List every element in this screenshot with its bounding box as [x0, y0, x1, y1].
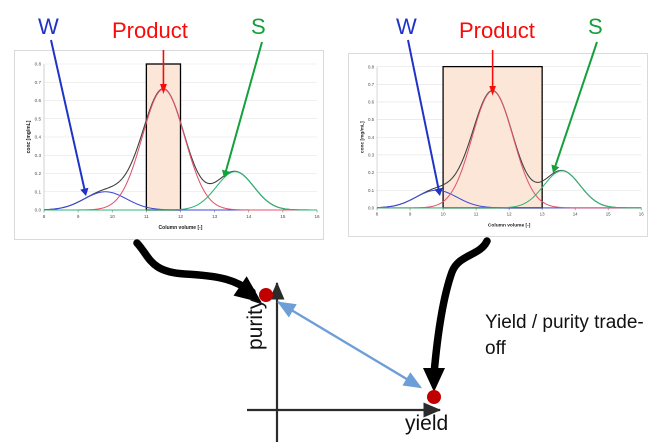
x-axis-title: Column volume [-]: [159, 225, 203, 231]
tradeoff-point-narrow-cut[interactable]: [259, 288, 273, 302]
x-tick-label: 14: [573, 212, 578, 217]
tradeoff-axes: [247, 281, 442, 442]
y-tick-label: 0.6: [35, 98, 42, 103]
tradeoff-ylabel: purity: [244, 298, 267, 350]
x-tick-label: 13: [540, 212, 545, 217]
product-annotation-arrow-head: [160, 84, 167, 94]
curve-strong-impurity: [44, 171, 317, 211]
chromatogram-narrow-cut: 0.0 0.1 0.2 0.3 0.4 0.5 0.6 0.7 0.8 8 9 10 11 12 13 14 1…: [14, 32, 324, 240]
y-tick-label: 0.7: [368, 82, 375, 87]
product-annotation-arrow-head: [489, 85, 496, 96]
y-tick-label: 0.4: [35, 135, 42, 140]
tradeoff-point-wide-cut[interactable]: [427, 390, 441, 404]
plot-area-narrow: 0.0 0.1 0.2 0.3 0.4 0.5 0.6 0.7 0.8 8 9 10 11 12 13 14 1…: [14, 32, 324, 240]
tradeoff-connector-arrow: [277, 300, 423, 389]
annotation-arrow-W-right-shaft: [407, 39, 440, 190]
x-tick-label: 14: [246, 214, 252, 219]
y-tick-label: 0.3: [35, 153, 42, 158]
y-tick-label: 0.3: [368, 153, 375, 158]
y-tick-label: 0.7: [35, 80, 42, 85]
label-weak-impurity-right: W: [396, 14, 417, 39]
x-tick-label: 16: [639, 212, 644, 217]
y-tick-label: 0.1: [368, 188, 375, 193]
x-tick-label: 12: [507, 212, 512, 217]
y-tick-label: 0.2: [368, 170, 375, 175]
annotation-arrow-W-right-head: [434, 187, 443, 196]
y-tick-label: 0.5: [35, 116, 42, 121]
y-tick-label: 0.8: [35, 62, 42, 67]
annotation-arrow-S-left-head: [221, 169, 231, 178]
x-tick-label: 15: [280, 214, 286, 219]
label-strong-impurity-left: S: [251, 14, 266, 39]
x-tick-label: 11: [474, 212, 479, 217]
label-strong-impurity-right: S: [588, 14, 603, 39]
y-tick-label: 0.6: [368, 100, 375, 105]
x-tick-label: 13: [212, 214, 218, 219]
label-product-right: Product: [459, 18, 535, 43]
x-tick-label: 9: [409, 212, 412, 217]
chart-svg-wide: 0.0 0.1 0.2 0.3 0.4 0.5 0.6 0.7 0.8 8 9 10 11 12 13 14 1…: [348, 35, 648, 237]
annotation-arrow-W-left-shaft: [50, 39, 86, 190]
annotation-arrow-S-left-shaft: [224, 41, 263, 172]
x-tick-label: 9: [77, 214, 80, 219]
flow-arrow-right: [423, 237, 491, 392]
y-tick-label: 0.4: [368, 135, 375, 140]
y-axis-title: conc [mg/mL]: [359, 121, 365, 153]
x-tick-label: 10: [441, 212, 446, 217]
x-tick-label: 15: [606, 212, 611, 217]
tradeoff-xlabel: yield: [405, 412, 449, 435]
label-weak-impurity-left: W: [38, 14, 59, 39]
label-product-left: Product: [112, 18, 188, 43]
x-tick-label: 8: [43, 214, 46, 219]
flow-arrow-left: [133, 239, 262, 303]
y-tick-label: 0.1: [35, 189, 42, 194]
chromatogram-wide-cut: 0.0 0.1 0.2 0.3 0.4 0.5 0.6 0.7 0.8 8 9 10 11 12 13 14 1…: [348, 35, 648, 240]
chart-svg-narrow: 0.0 0.1 0.2 0.3 0.4 0.5 0.6 0.7 0.8 8 9 10 11 12 13 14 1…: [14, 32, 324, 240]
x-axis-title: Column volume [-]: [488, 222, 531, 228]
annotation-arrow-S-right-shaft: [554, 41, 598, 167]
y-tick-label: 0.0: [35, 208, 42, 213]
annotation-arrow-S-right-head: [551, 164, 560, 173]
plot-area-wide: 0.0 0.1 0.2 0.3 0.4 0.5 0.6 0.7 0.8 8 9 10 11 12 13 14 1…: [348, 35, 648, 237]
annotation-arrow-W-left-head: [80, 187, 89, 196]
tradeoff-caption: Yield / purity trade-off: [485, 312, 644, 359]
x-tick-label: 12: [178, 214, 184, 219]
x-tick-label: 10: [110, 214, 116, 219]
y-axis-title: conc [mg/mL]: [26, 120, 32, 153]
curve-strong-impurity: [377, 170, 642, 209]
x-tick-label: 8: [376, 212, 379, 217]
x-tick-label: 16: [314, 214, 320, 219]
x-tick-label: 11: [144, 214, 149, 219]
y-tick-label: 0.8: [368, 64, 375, 69]
y-tick-label: 0.2: [35, 171, 42, 176]
y-tick-label: 0.0: [368, 206, 375, 211]
y-tick-label: 0.5: [368, 117, 375, 122]
